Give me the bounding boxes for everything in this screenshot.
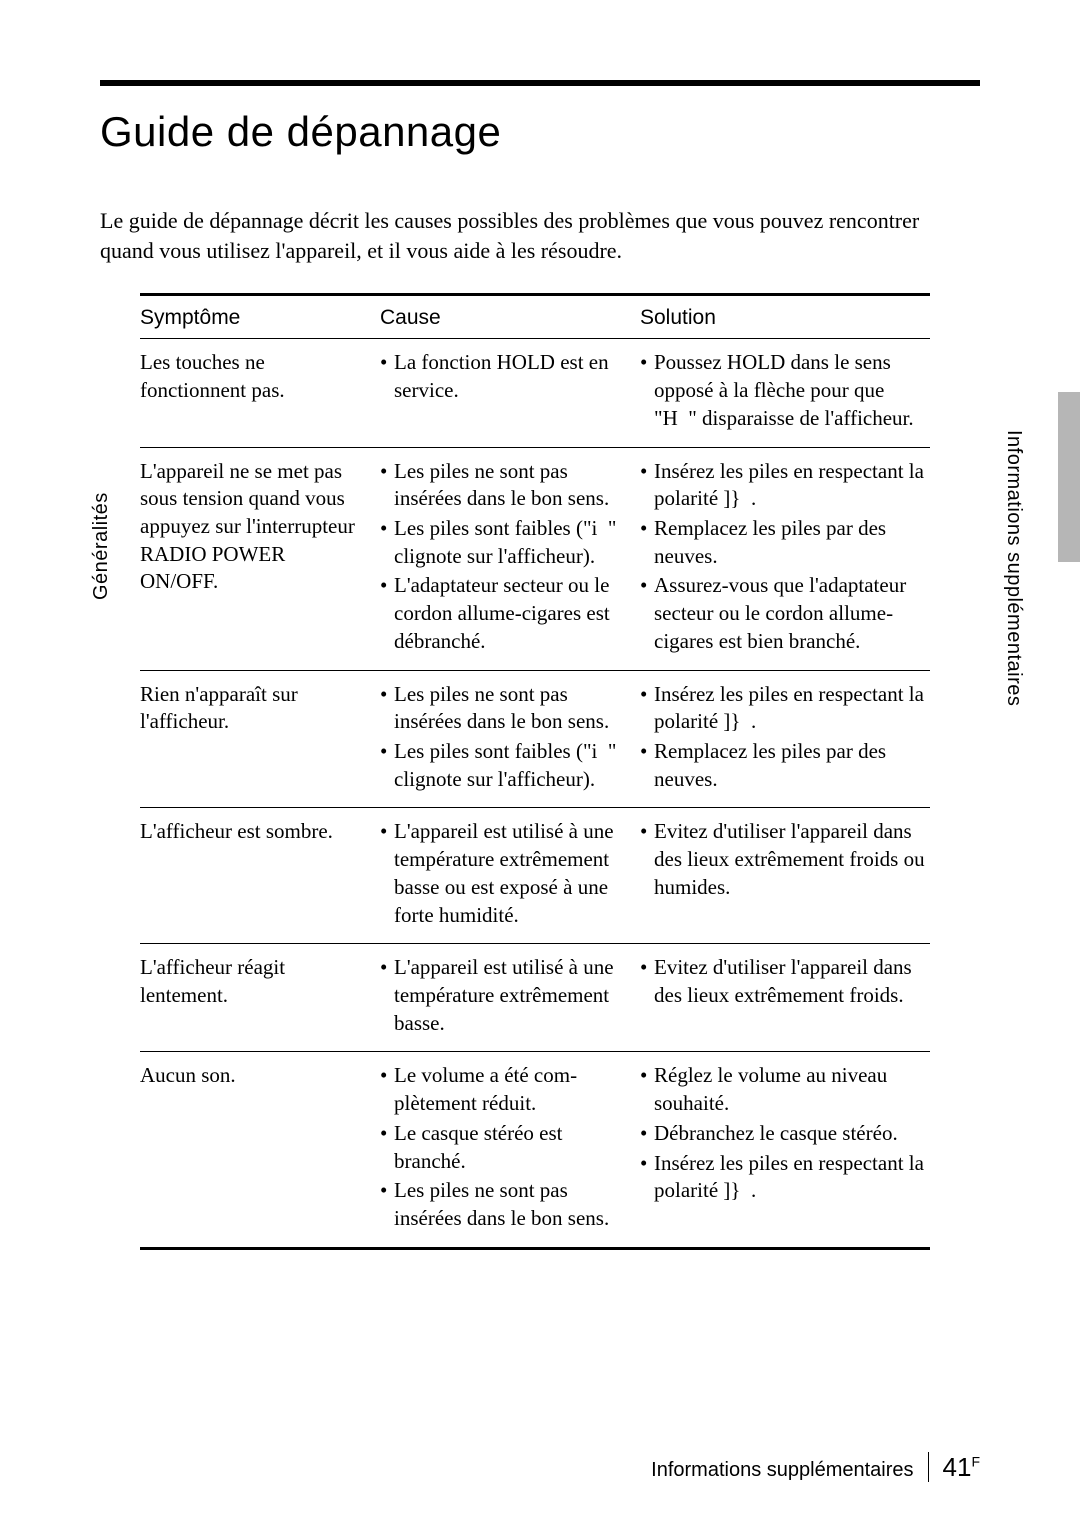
cause-cell: Le volume a été com-plètement réduit. Le…: [380, 1062, 640, 1234]
table-header: Symptôme Cause Solution: [140, 296, 930, 338]
page-footer: Informations supplémentaires 41F: [651, 1446, 980, 1483]
top-rule: [100, 80, 980, 86]
side-label-left: Généralités: [90, 492, 113, 600]
cause-cell: Les piles ne sont pas insérées dans le b…: [380, 681, 640, 796]
solution-cell: Insérez les piles en respectant la polar…: [640, 681, 930, 796]
table-row: Les touches ne fonctionnent pas. La fonc…: [140, 338, 930, 446]
cause-cell: La fonction HOLD est en service.: [380, 349, 640, 434]
solution-cell: Evitez d'utiliser l'appareil dans des li…: [640, 954, 930, 1039]
table-row: Aucun son. Le volume a été com-plètement…: [140, 1051, 930, 1246]
symptom-cell: Aucun son.: [140, 1062, 380, 1234]
header-symptom: Symptôme: [140, 306, 380, 330]
symptom-cell: L'afficheur est sombre.: [140, 818, 380, 931]
table-row: L'appareil ne se met pas sous tension qu…: [140, 447, 930, 670]
footer-section: Informations supplémentaires: [651, 1459, 913, 1482]
header-solution: Solution: [640, 306, 930, 330]
footer-divider: [928, 1452, 929, 1482]
page-title: Guide de dépannage: [100, 108, 980, 156]
header-cause: Cause: [380, 306, 640, 330]
symptom-cell: L'afficheur réagit lentement.: [140, 954, 380, 1039]
cause-cell: L'appareil est utilisé à une température…: [380, 954, 640, 1039]
table-row: L'afficheur réagit lentement. L'appareil…: [140, 943, 930, 1051]
solution-cell: Insérez les piles en respectant la polar…: [640, 458, 930, 658]
solution-cell: Réglez le volume au niveau souhaité. Déb…: [640, 1062, 930, 1234]
symptom-cell: Rien n'apparaît sur l'afficheur.: [140, 681, 380, 796]
cause-cell: Les piles ne sont pas insérées dans le b…: [380, 458, 640, 658]
troubleshooting-table: Symptôme Cause Solution Les touches ne f…: [140, 293, 930, 1249]
symptom-cell: Les touches ne fonctionnent pas.: [140, 349, 380, 434]
thumb-tab: [1058, 392, 1080, 562]
cause-cell: L'appareil est utilisé à une température…: [380, 818, 640, 931]
page-number: 41F: [943, 1452, 980, 1483]
table-row: L'afficheur est sombre. L'appareil est u…: [140, 807, 930, 943]
solution-cell: Poussez HOLD dans le sens opposé à la fl…: [640, 349, 930, 434]
table-row: Rien n'apparaît sur l'afficheur. Les pil…: [140, 670, 930, 808]
intro-paragraph: Le guide de dépannage décrit les causes …: [100, 206, 930, 265]
side-label-right: Informations supplémentaires: [1002, 430, 1025, 706]
symptom-cell: L'appareil ne se met pas sous tension qu…: [140, 458, 380, 658]
solution-cell: Evitez d'utiliser l'appareil dans des li…: [640, 818, 930, 931]
